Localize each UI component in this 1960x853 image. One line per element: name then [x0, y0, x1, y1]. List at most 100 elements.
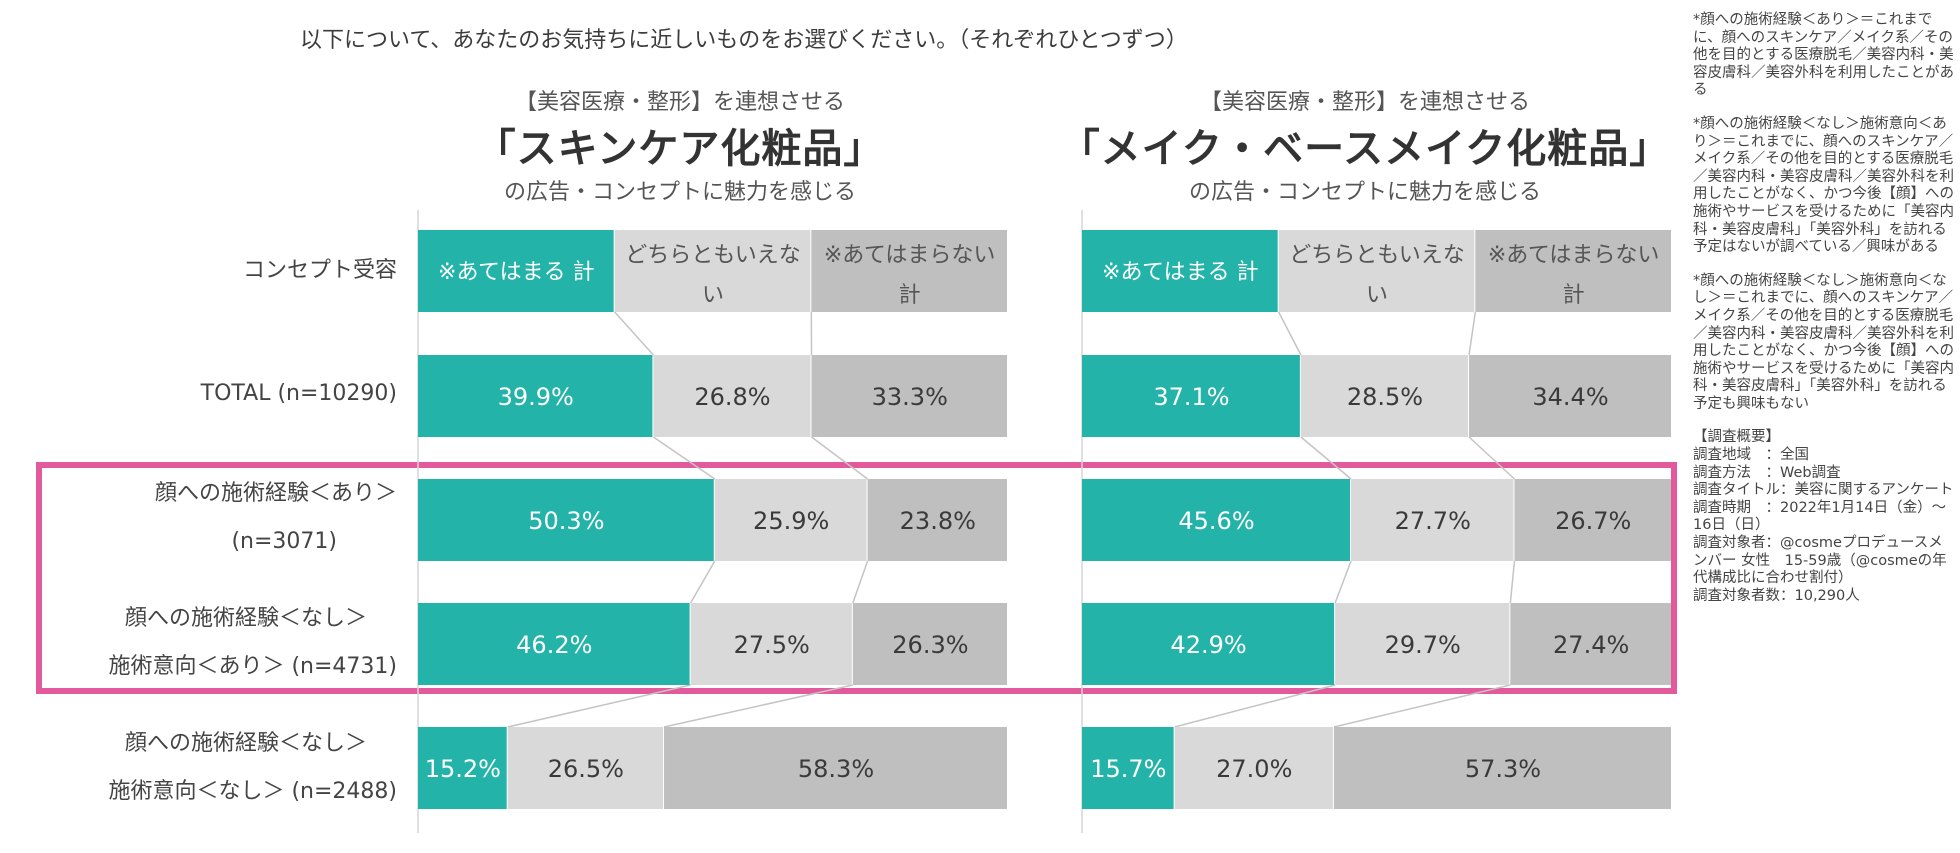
bar-segment: [418, 603, 690, 685]
bar-segment: [867, 479, 1007, 561]
connector-line: [663, 684, 853, 728]
data-label: 23.8%: [900, 507, 976, 535]
row-label-no-experience-interested: 顔への施術経験＜なし＞ 施術意向＜あり＞ (n=4731): [30, 595, 397, 691]
bar-segment: [1469, 355, 1671, 437]
data-label: 50.3%: [528, 507, 604, 535]
data-label: 58.3%: [798, 755, 874, 783]
connector-line: [1468, 436, 1515, 480]
panel-subtitle: 【美容医療・整形】を連想させる: [514, 90, 845, 115]
bar-segment: [507, 727, 664, 809]
bar-segment: [811, 355, 1007, 437]
legend-label: どちらともいえな: [625, 243, 801, 268]
data-label: 45.6%: [1178, 507, 1254, 535]
survey-line: 調査対象者数：10,290人: [1693, 587, 1860, 604]
highlight-box: [36, 462, 1677, 694]
data-label: 42.9%: [1170, 631, 1246, 659]
row-label-line1: 顔への施術経験＜なし＞: [124, 606, 367, 631]
row-label-line1: TOTAL (n=10290): [200, 381, 397, 406]
legend-swatch: [418, 230, 614, 312]
panel-tail: の広告・コンセプトに魅力を感じる: [503, 180, 856, 205]
row-label-line2: 施術意向＜なし＞ (n=2488): [108, 779, 397, 804]
data-label: 34.4%: [1532, 383, 1608, 411]
bar-segment: [1510, 603, 1671, 685]
data-label: 15.7%: [1090, 755, 1166, 783]
legend-label: い: [1366, 283, 1388, 308]
legend-label: い: [702, 283, 724, 308]
legend-label: ※あてはまる 計: [438, 260, 595, 285]
bar-segment: [418, 355, 653, 437]
connector-line: [1174, 684, 1336, 728]
bar-segment: [1082, 479, 1351, 561]
connector-line: [1333, 684, 1511, 728]
data-label: 26.7%: [1555, 507, 1631, 535]
page-title: 以下について、あなたのお気持ちに近しいものをお選びください。（それぞれひとつずつ…: [300, 28, 1188, 53]
legend-swatch: [1278, 230, 1475, 312]
connector-line: [689, 560, 716, 604]
bar-segment: [418, 727, 507, 809]
panel-tail: の広告・コンセプトに魅力を感じる: [1188, 180, 1541, 205]
survey-line: 調査方法 ：Web調査: [1693, 464, 1841, 481]
row-label-line2: (n=3071): [231, 529, 337, 554]
connector-line: [507, 684, 691, 728]
bar-segment: [664, 727, 1007, 809]
panel-main-title: 「メイク・ベースメイク化粧品」: [1059, 126, 1671, 172]
connector-line: [1278, 311, 1302, 356]
data-label: 26.3%: [892, 631, 968, 659]
row-label-line1: 顔への施術経験＜あり＞: [154, 481, 397, 506]
legend-label: ※あてはまらない: [1488, 243, 1660, 268]
data-label: 27.7%: [1395, 507, 1471, 535]
legend-swatch: [614, 230, 811, 312]
note-no-experience-interested-definition: *顔への施術経験＜なし＞施術意向＜あり＞＝これまでに、顔へのスキンケア／メイク系…: [1693, 115, 1954, 256]
data-label: 26.8%: [694, 383, 770, 411]
panel-main-title: 「スキンケア化粧品」: [475, 126, 885, 172]
bar-segment: [653, 355, 811, 437]
row-label-experienced: 顔への施術経験＜あり＞ (n=3071): [80, 470, 397, 566]
bar-segment: [1514, 479, 1671, 561]
panel-heading-skincare: 【美容医療・整形】を連想させる 「スキンケア化粧品」 の広告・コンセプトに魅力を…: [420, 84, 940, 206]
data-label: 26.5%: [548, 755, 624, 783]
data-label: 15.2%: [425, 755, 501, 783]
legend-label: 計: [1563, 283, 1585, 308]
bar-segment: [1174, 727, 1333, 809]
bar-segment: [1082, 355, 1300, 437]
legend-swatch: [811, 230, 1007, 312]
connector-line: [1468, 311, 1477, 356]
survey-heading: 【調査概要】: [1693, 429, 1780, 446]
survey-line: 調査地域 ：全国: [1693, 447, 1809, 464]
row-label-total: TOTAL (n=10290): [80, 370, 397, 418]
bar-segment: [1351, 479, 1514, 561]
bar-segment: [418, 479, 714, 561]
bar-segment: [1300, 355, 1469, 437]
legend-swatch: [1082, 230, 1278, 312]
connector-line: [614, 311, 654, 356]
panel-heading-makeup: 【美容医療・整形】を連想させる 「メイク・ベースメイク化粧品」 の広告・コンセプ…: [1040, 84, 1690, 206]
bar-segment: [1082, 603, 1335, 685]
note-no-experience-not-interested-definition: *顔への施術経験＜なし＞施術意向＜なし＞＝これまでに、顔へのスキンケア／メイク系…: [1693, 272, 1954, 412]
notes-panel: *顔への施術経験＜あり＞＝これまでに、顔へのスキンケア／メイク系／その他を目的と…: [1693, 12, 1955, 605]
legend-label: ※あてはまらない: [824, 243, 996, 268]
legend-row-label: コンセプト受容: [242, 258, 397, 283]
data-label: 27.0%: [1216, 755, 1292, 783]
data-label: 25.9%: [753, 507, 829, 535]
bar-segment: [1082, 727, 1174, 809]
survey-line: 調査タイトル：美容に関するアンケート: [1693, 482, 1954, 499]
survey-summary: 【調査概要】 調査地域 ：全国 調査方法 ：Web調査 調査タイトル：美容に関す…: [1693, 429, 1955, 605]
connector-line: [811, 436, 869, 480]
data-label: 33.3%: [872, 383, 948, 411]
bar-segment: [1333, 727, 1671, 809]
connector-line: [852, 560, 869, 604]
legend-label: 計: [899, 283, 921, 308]
legend-swatch: [1475, 230, 1671, 312]
connector-line: [1334, 560, 1352, 604]
connector-line: [1300, 436, 1352, 480]
data-label: 46.2%: [516, 631, 592, 659]
connector-line: [652, 436, 716, 480]
row-label-line2: 施術意向＜あり＞ (n=4731): [108, 654, 397, 679]
bar-segment: [852, 603, 1007, 685]
data-label: 39.9%: [498, 383, 574, 411]
panel-subtitle: 【美容医療・整形】を連想させる: [1199, 90, 1530, 115]
data-label: 57.3%: [1465, 755, 1541, 783]
legend-label: どちらともいえな: [1289, 243, 1465, 268]
bar-segment: [1335, 603, 1510, 685]
